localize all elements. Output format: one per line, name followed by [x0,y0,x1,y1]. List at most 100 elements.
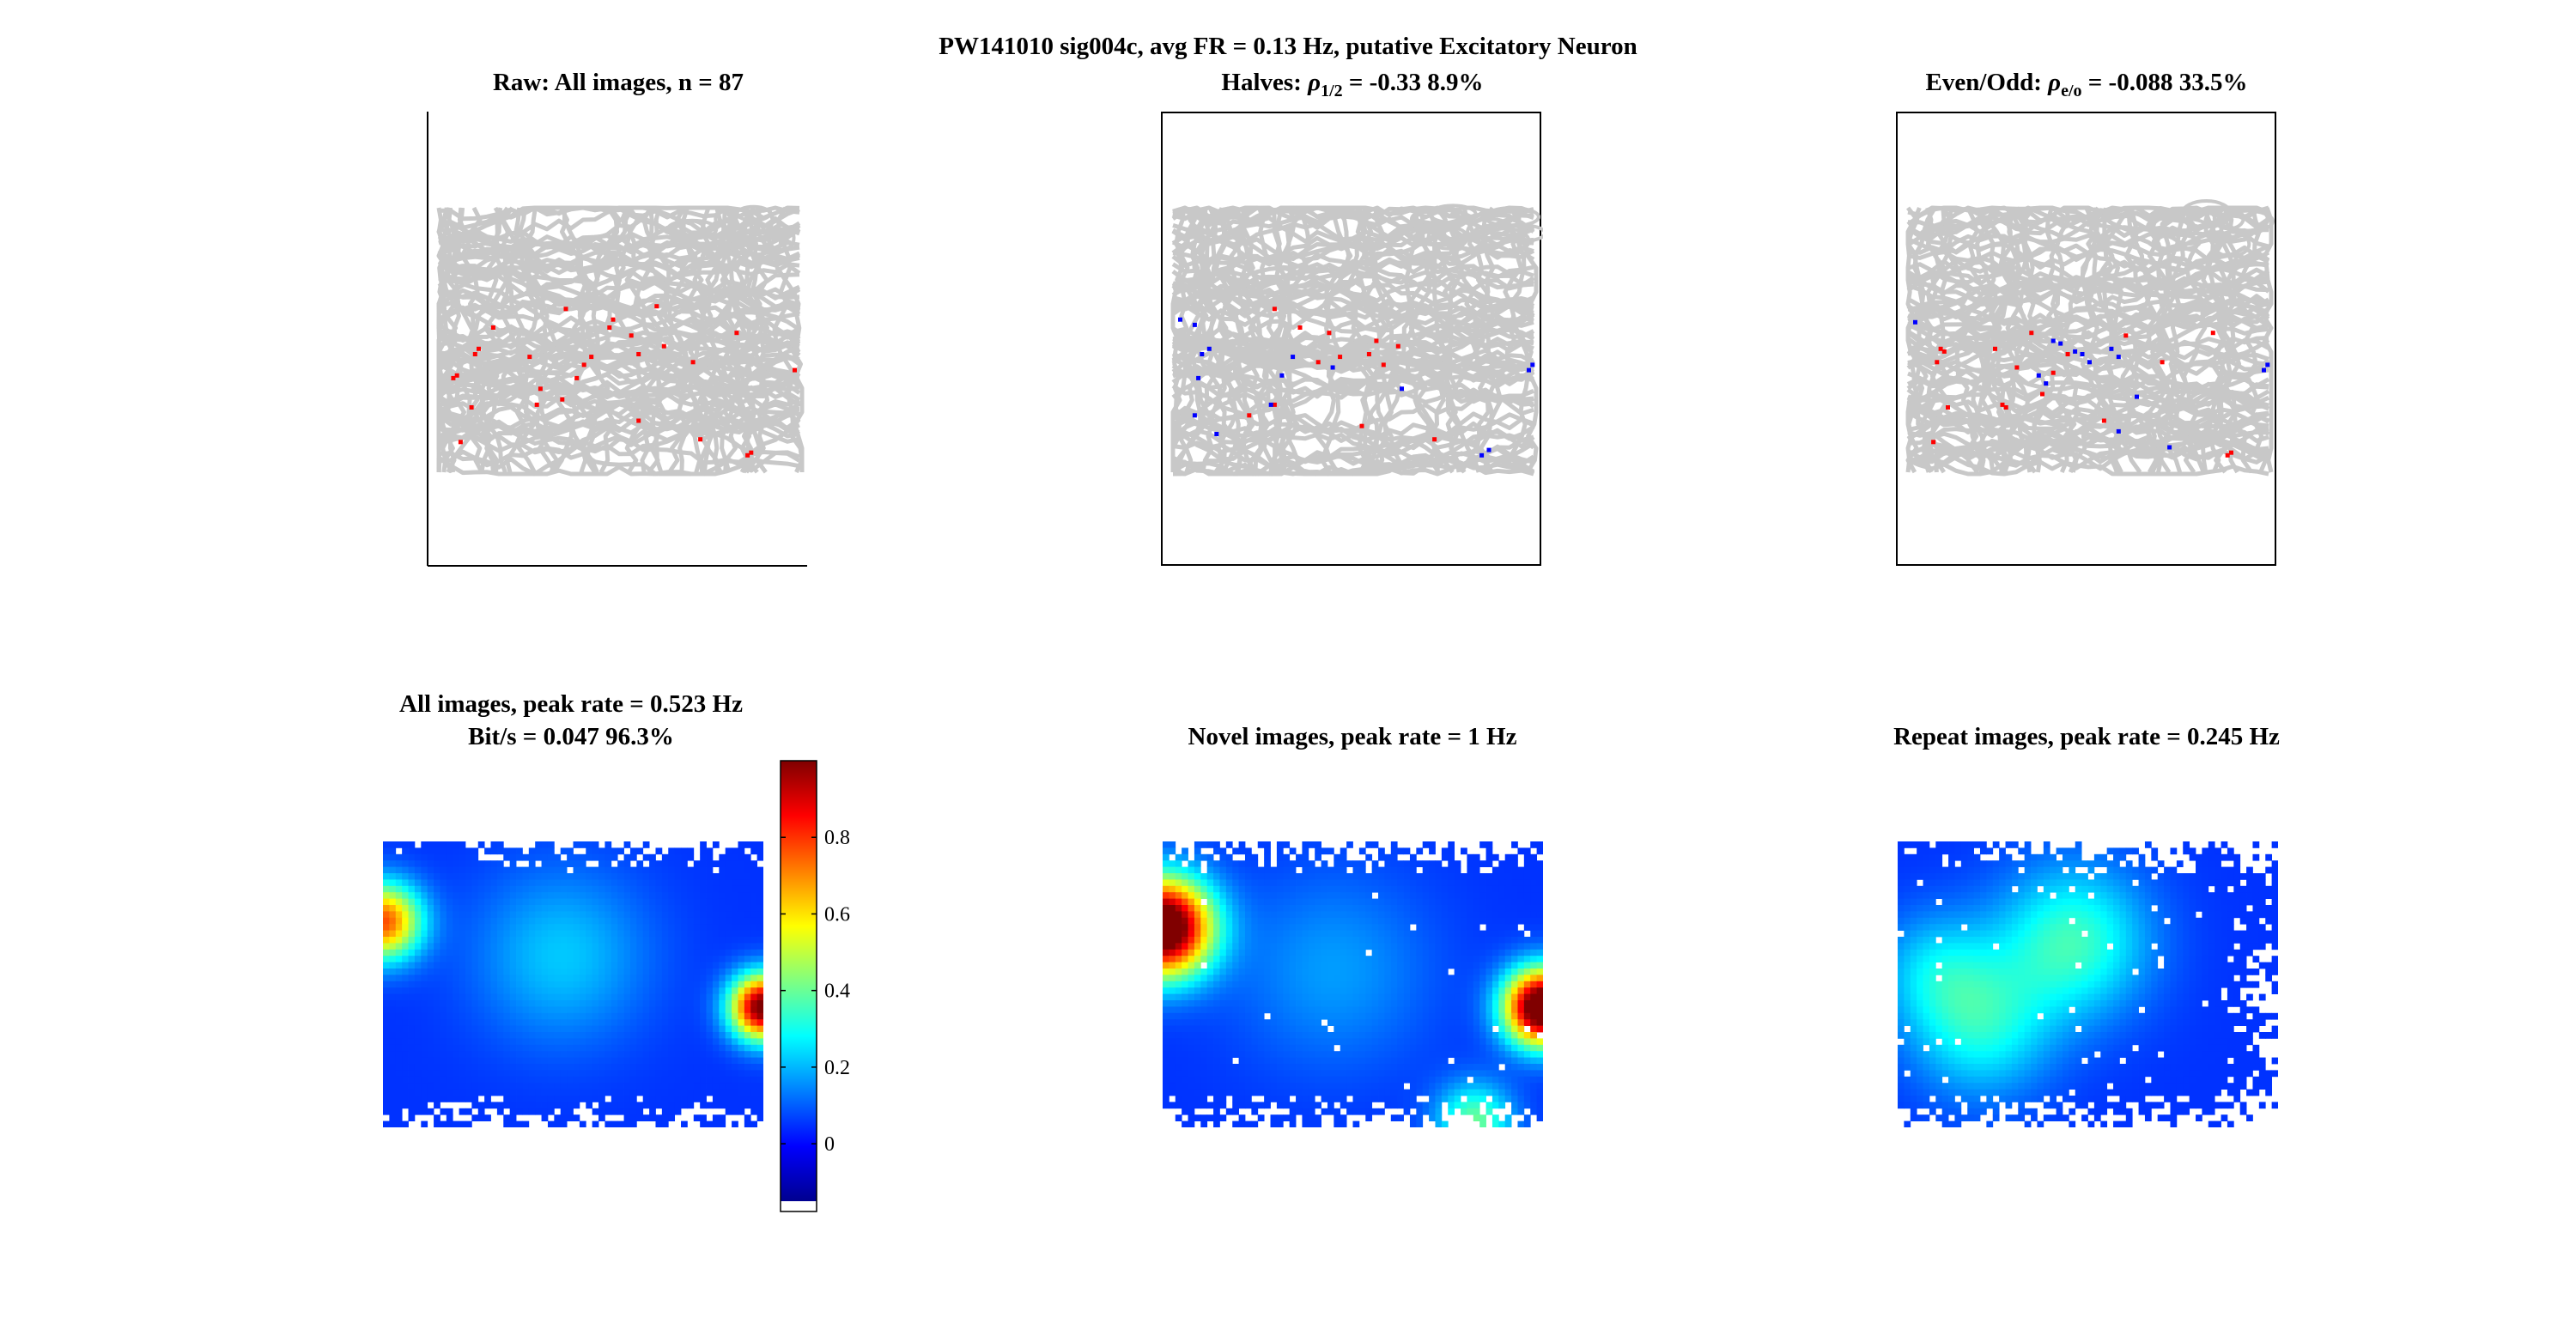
rate-bin [1175,853,1182,861]
rate-bin [1511,1051,1518,1058]
rate-bin [732,866,738,874]
rate-bin [744,860,751,867]
trajectory-path [436,207,455,474]
rate-bin [389,841,397,848]
rate-bin [484,1025,491,1033]
rate-bin [1378,949,1385,956]
rate-bin [579,860,586,867]
colorbar-tick-label: 0 [824,1133,835,1156]
rate-bin [1302,1019,1309,1026]
rate-bin [1251,981,1259,988]
rate-bin [693,892,701,899]
rate-bin [668,1044,676,1052]
rate-bin [402,943,409,950]
rate-bin [1390,898,1398,906]
rate-bin [1352,1032,1360,1039]
rate-bin [1264,937,1271,944]
spike-point [2003,405,2008,410]
rate-bin [1416,962,1424,969]
rate-bin [738,1096,745,1102]
rate-bin [732,1019,738,1026]
rate-bin [655,860,663,867]
rate-bin [623,1057,631,1065]
rate-bin [636,1019,644,1026]
rate-bin [668,987,676,994]
rate-bin [402,879,409,887]
rate-bin [1441,885,1449,893]
rate-bin [586,981,593,988]
rate-bin [1384,1038,1392,1046]
rate-bin [1163,873,1170,880]
rate-bin [383,866,390,874]
rate-bin [554,1057,562,1065]
rate-bin [661,1038,669,1046]
rate-bin [573,1114,580,1121]
rate-bin [1409,892,1417,899]
rate-bin [503,1114,511,1121]
rate-bin [1467,1051,1474,1058]
rate-bin [1454,860,1461,867]
rate-bin [579,956,586,962]
rate-bin [611,879,618,887]
rate-bin [1384,917,1392,925]
rate-bin [509,969,517,975]
rate-bin [1213,892,1220,899]
rate-bin [465,1064,472,1071]
rate-bin [661,1044,669,1052]
rate-bin [661,860,669,867]
rate-bin [465,1032,472,1039]
rate-bin [1492,1000,1499,1007]
rate-bin [1479,930,1486,938]
rate-bin [1321,1044,1328,1052]
rate-bin [547,993,555,1001]
rate-bin [528,924,536,931]
rate-bin [642,937,650,944]
rate-bin [1283,1044,1291,1052]
rate-bin [1409,969,1417,975]
rate-bin [1429,981,1436,988]
rate-bin [496,1070,504,1078]
rate-bin [1175,993,1182,1001]
rate-bin [522,1120,530,1127]
rate-bin [700,937,707,944]
rate-bin [1454,937,1461,944]
rate-bin [1296,981,1303,988]
rate-bin [1182,885,1188,893]
rate-bin [1397,905,1404,912]
rate-bin [1257,905,1265,912]
rate-bin [756,924,763,931]
rate-bin [528,937,536,944]
rate-bin [496,873,504,880]
rate-bin [617,1089,624,1096]
rate-bin [503,975,511,982]
rate-bin [1517,1051,1525,1058]
rate-bin [1416,898,1424,906]
rate-bin [503,956,511,962]
rate-bin [579,1019,586,1026]
rate-bin [712,1044,720,1052]
rate-bin [1441,1019,1449,1026]
rate-bin [744,975,751,982]
rate-bin [547,1083,555,1090]
rate-bin [661,962,669,969]
rate-bin [661,892,669,899]
halves-title-prefix: Halves: [1221,69,1309,96]
rate-bin [522,943,530,950]
rate-bin [598,981,605,988]
trajectory-path [438,446,800,477]
rate-bin [738,1089,745,1096]
rate-bin [668,1019,676,1026]
rate-bin [434,1000,440,1007]
trajectory-loop [665,218,719,240]
rate-bin [706,962,714,969]
rate-bin [1384,879,1392,887]
rate-bin [750,1089,758,1096]
rate-bin [693,1038,701,1046]
rate-bin [642,1051,650,1058]
rate-bin [712,1114,720,1121]
rate-bin [1511,987,1518,994]
rate-bin [414,1102,422,1109]
rate-bin [1511,879,1518,887]
rate-bin [1175,956,1182,962]
rate-bin [573,949,580,956]
